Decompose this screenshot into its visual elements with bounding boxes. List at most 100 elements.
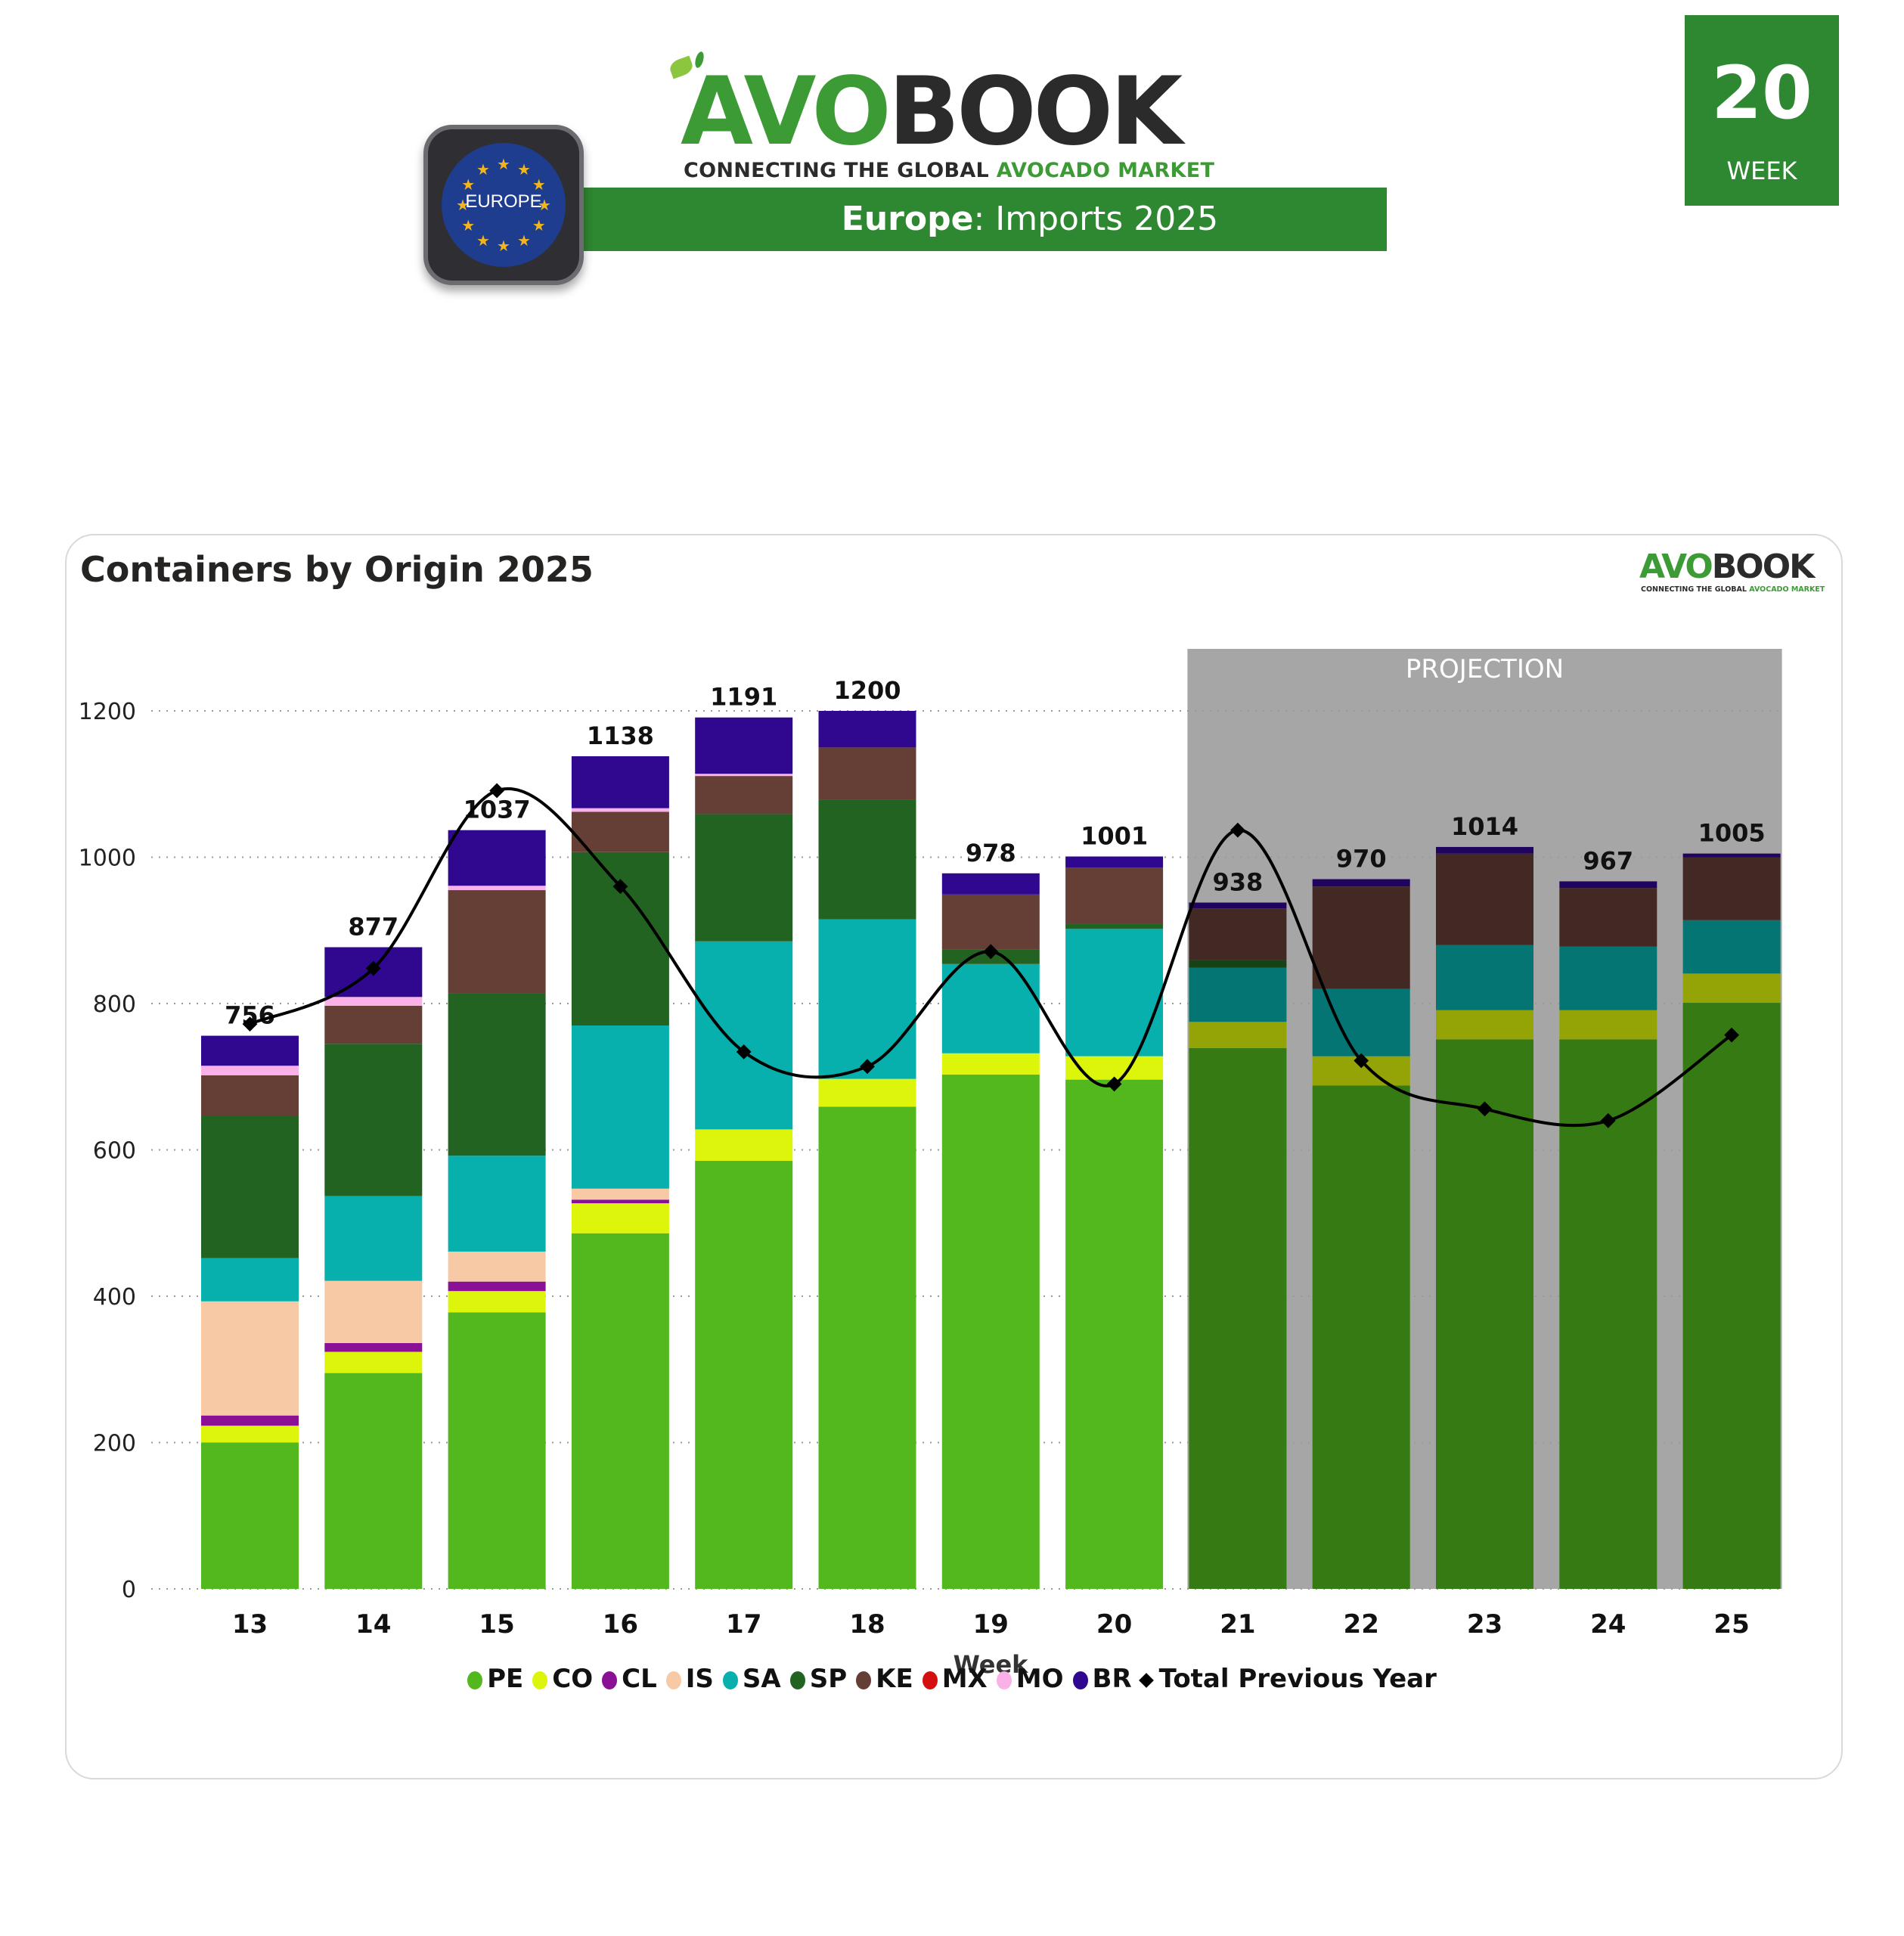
legend-label: SA [742,1664,781,1694]
legend-item-pe[interactable]: PE [467,1664,523,1694]
bar-segment-br [571,755,669,808]
bar-segment-pe [818,1106,916,1589]
legend-dot-icon [602,1671,618,1689]
bar-segment-br [201,1035,299,1066]
previous-year-marker [242,1016,258,1032]
bar-segment-ke [695,776,793,814]
legend-label: BR [1092,1664,1132,1694]
bar-segment-ke [324,1005,423,1044]
legend-item-br[interactable]: BR [1072,1664,1132,1694]
legend-item-cl[interactable]: CL [602,1664,657,1694]
week-indicator: 20 WEEK [1685,15,1839,206]
banner-region: Europe [841,200,974,238]
bar-segment-co [571,1203,669,1233]
legend-dot-icon [856,1671,872,1689]
bar-segment-co [201,1426,299,1443]
tagline-green: AVOCADO MARKET [996,159,1215,182]
bar-segment-co [1559,1010,1657,1040]
bar-segment-cl [448,1281,546,1292]
x-tick-label: 15 [479,1609,514,1640]
logo-tagline: CONNECTING THE GLOBAL AVOCADO MARKET [684,159,1214,182]
previous-year-marker [489,783,504,799]
bar-segment-mo [571,808,669,812]
legend-item-previous-year[interactable]: Total Previous Year [1138,1664,1437,1694]
mini-tag-green: AVOCADO MARKET [1749,585,1825,594]
total-label: 877 [348,913,398,942]
legend-dot-icon [467,1671,483,1689]
logo-book: BOOK [888,57,1183,166]
week-label: WEEK [1726,157,1797,185]
bar-segment-pe [571,1233,669,1589]
legend-item-is[interactable]: IS [665,1664,714,1694]
bar-segment-sa [1682,920,1781,974]
legend-item-mo[interactable]: MO [996,1664,1064,1694]
bar-segment-br [448,830,546,886]
star-icon: ★ [461,175,475,194]
legend-dot-icon [1072,1671,1088,1689]
chart-logo: AVOBOOK CONNECTING THE GLOBAL AVOCADO MA… [1639,551,1825,599]
bar-segment-sa [324,1196,423,1281]
bar-segment-co [324,1351,423,1373]
x-tick-label: 25 [1713,1609,1749,1640]
bar-segment-sa [1189,967,1287,1022]
bar-segment-pe [1065,1079,1164,1589]
bar-segment-sp [324,1044,423,1196]
bar-segment-co [1682,973,1781,1004]
bar-segment-is [448,1251,546,1282]
legend-label: KE [876,1664,913,1694]
bar-segment-cl [201,1415,299,1426]
legend-label: SP [809,1664,848,1694]
bar-segment-br [1559,881,1657,889]
logo-avo: AVO [681,57,892,166]
legend-label: CO [552,1664,594,1694]
bar-segment-sa [1436,945,1533,1010]
bar-segment-sa [1559,946,1657,1010]
bar-segment-pe [1559,1039,1657,1589]
previous-year-marker [1724,1027,1739,1043]
x-tick-label: 14 [355,1609,391,1640]
bar-segment-br [818,711,916,748]
total-label: 970 [1336,845,1387,873]
legend-item-sa[interactable]: SA [722,1664,781,1694]
bar-segment-br [695,717,793,774]
y-tick-label: 1000 [79,845,136,872]
y-tick-label: 1200 [79,699,136,725]
previous-year-marker [1230,822,1245,838]
x-tick-label: 16 [603,1609,638,1640]
total-label: 978 [966,839,1016,867]
projection-label: PROJECTION [1406,654,1564,684]
x-axis-title: Week [954,1650,1029,1679]
total-label: 1200 [833,676,901,705]
star-icon: ★ [476,160,490,178]
bar-segment-ke [448,890,546,994]
x-tick-label: 22 [1344,1609,1379,1640]
chart-title: Containers by Origin 2025 [80,549,594,590]
legend-dot-icon [789,1671,805,1689]
legend-label: MX [941,1664,988,1694]
bar-segment-pe [1682,1003,1781,1589]
mini-tag-dark: CONNECTING THE GLOBAL [1641,585,1750,594]
legend-dot-icon [665,1671,681,1689]
total-label: 967 [1583,846,1633,875]
bar-segment-pe [201,1442,299,1589]
star-icon: ★ [517,160,531,178]
y-tick-label: 0 [122,1577,136,1603]
bar-segment-is [571,1188,669,1200]
legend-item-co[interactable]: CO [532,1664,593,1694]
legend-item-mx[interactable]: MX [922,1664,988,1694]
total-label: 938 [1213,867,1264,896]
bar-segment-pe [448,1312,546,1589]
chart-legend: PE CO CL IS SA SP KE MX MO BR Total Previous Year [0,1664,1904,1694]
legend-item-ke[interactable]: KE [856,1664,913,1694]
bar-segment-pe [324,1373,423,1589]
bar-segment-ke [1682,857,1781,920]
legend-item-sp[interactable]: SP [789,1664,848,1694]
y-tick-label: 600 [93,1138,136,1165]
total-label: 1005 [1698,819,1766,848]
legend-label: PE [487,1664,524,1694]
diamond-icon [1138,1672,1154,1688]
bar-segment-mo [324,997,423,1006]
bar-segment-sa [201,1258,299,1302]
x-tick-label: 13 [232,1609,268,1640]
